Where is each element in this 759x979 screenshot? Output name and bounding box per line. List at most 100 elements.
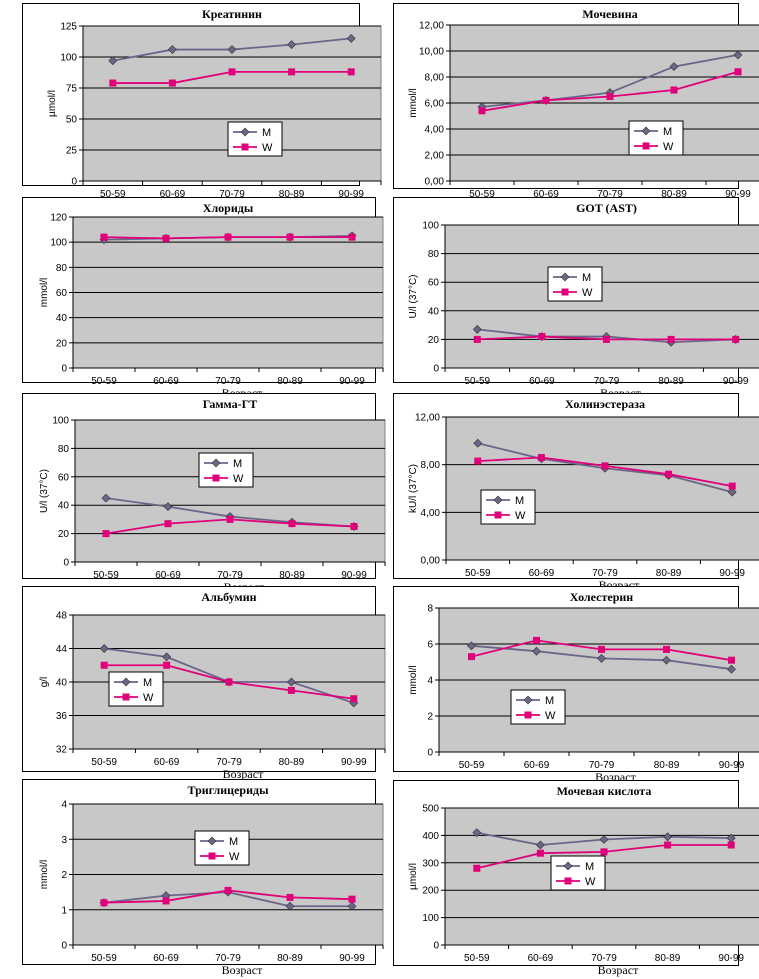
data-point-W	[226, 515, 234, 523]
y-tick-label: 4	[61, 800, 67, 811]
data-point-W	[601, 462, 609, 470]
x-tick-label: 50-59	[469, 189, 495, 200]
chart-panel-got: 0 20 40 60 80 100 50-59 60-69 70-79 80-89 90-99 GOT…	[393, 197, 759, 400]
x-tick-label: 90-99	[723, 376, 749, 387]
y-tick-label: 100	[60, 53, 77, 64]
y-tick-label: 32	[56, 745, 68, 756]
legend-label-M: M	[663, 126, 672, 138]
legend-label-M: M	[582, 272, 591, 284]
data-point-W	[533, 636, 540, 644]
x-tick-label: 70-79	[217, 570, 243, 581]
data-point-W	[478, 107, 486, 115]
x-axis-label: Возраст	[223, 767, 264, 781]
x-tick-label: 80-89	[277, 953, 303, 964]
x-tick-label: 50-59	[91, 757, 117, 768]
x-tick-label: 50-59	[91, 953, 117, 964]
x-tick-label: 80-89	[656, 568, 682, 579]
chart-title: Гамма-ГТ	[203, 397, 257, 411]
y-tick-label: 500	[422, 804, 439, 815]
chart-panel-uric-acid: 0 100 200 300 400 500 50-59 60-69 70-79 80-89 90-9…	[393, 780, 759, 977]
x-tick-label: 70-79	[589, 760, 615, 771]
chart-title: Креатинин	[202, 7, 262, 21]
x-tick-label: 60-69	[524, 760, 550, 771]
chart-title: Мочевина	[582, 7, 637, 21]
y-tick-label: 60	[56, 288, 68, 299]
legend: MW	[510, 689, 566, 725]
data-point-W	[164, 520, 172, 528]
legend-label-M: M	[233, 458, 242, 470]
data-point-W	[224, 886, 232, 894]
x-tick-label: 90-99	[719, 568, 745, 579]
data-point-W	[350, 523, 358, 530]
data-point-M	[101, 493, 111, 503]
chart-title: Хлориды	[203, 201, 254, 215]
y-tick-label: 125	[60, 22, 77, 33]
legend: MW	[550, 855, 606, 891]
legend-marker-M	[523, 695, 533, 705]
y-tick-label: 40	[56, 678, 68, 689]
x-tick-label: 70-79	[591, 953, 617, 964]
data-point-M	[599, 835, 609, 844]
x-tick-label: 60-69	[155, 570, 181, 581]
x-tick-label: 80-89	[279, 757, 305, 768]
chart-svg: 0 20 40 60 80 100 50-59 60-69 70-79 80-89 90-99 Гам…	[39, 397, 386, 594]
data-point-W	[598, 645, 605, 653]
plot-area	[445, 416, 759, 561]
chart-panel-albumin: 32 36 40 44 48 50-59 60-69 70-79 80-89 90-99 Альбу…	[22, 586, 386, 781]
legend-label-M: M	[545, 695, 554, 707]
x-tick-label: 60-69	[154, 757, 180, 768]
y-tick-label: 1	[61, 905, 67, 916]
data-point-W	[538, 333, 546, 341]
y-tick-label: 8,00	[425, 73, 445, 84]
legend: MW	[108, 671, 164, 707]
legend-label-W: W	[545, 710, 556, 722]
data-point-M	[286, 677, 296, 687]
y-tick-label: 300	[422, 858, 439, 869]
x-tick-label: 70-79	[216, 757, 242, 768]
y-axis-label: mmol/l	[39, 860, 50, 889]
legend-box	[480, 489, 536, 525]
y-tick-label: 25	[66, 146, 78, 157]
chart-title: Триглицериды	[188, 783, 270, 797]
legend-box	[550, 855, 606, 891]
y-tick-label: 2,00	[425, 151, 445, 162]
y-tick-label: 40	[56, 313, 68, 324]
y-tick-label: 2	[427, 712, 433, 723]
data-point-W	[163, 661, 171, 669]
legend-marker-W	[241, 143, 249, 151]
legend: MW	[628, 120, 684, 156]
y-tick-label: 20	[58, 529, 70, 540]
y-axis-label: mmol/l	[408, 665, 419, 694]
y-tick-label: 3	[61, 835, 67, 846]
data-point-W	[473, 864, 481, 872]
legend: MW	[480, 489, 536, 525]
chart-title: GOT (AST)	[576, 201, 637, 215]
data-point-W	[670, 86, 678, 94]
chart-panel-ggt: 0 20 40 60 80 100 50-59 60-69 70-79 80-89 90-99 Гам…	[22, 393, 386, 594]
data-point-W	[348, 895, 356, 903]
x-tick-label: 60-69	[153, 376, 179, 387]
data-point-W	[468, 653, 475, 661]
y-axis-label: g/l	[39, 677, 50, 688]
x-tick-label: 90-99	[718, 953, 744, 964]
y-axis-label: kU/l (37°C)	[408, 464, 419, 513]
x-tick-label: 90-99	[725, 189, 751, 200]
chart-svg: 0,00 4,00 8,00 12,00 50-59 60-69 70-79 80-89 90-…	[408, 397, 759, 592]
chart-panel-cholesterol: 0 2 4 6 8 50-59 60-69 70-79 80-89 90-99 Холестерин…	[393, 586, 759, 784]
x-tick-label: 60-69	[160, 189, 186, 200]
y-tick-label: 60	[428, 278, 440, 289]
data-point-M	[227, 45, 237, 54]
x-tick-label: 80-89	[655, 953, 681, 964]
legend-label-M: M	[585, 861, 594, 873]
y-tick-label: 6	[427, 640, 433, 651]
legend-marker-M	[493, 495, 503, 505]
y-axis-label: µmol/l	[47, 90, 58, 117]
data-point-W	[100, 233, 108, 241]
data-point-W	[606, 93, 614, 100]
x-tick-label: 70-79	[215, 953, 241, 964]
legend-marker-W	[561, 288, 569, 296]
y-axis-label: U/l (37°C)	[39, 469, 50, 513]
y-tick-label: 400	[422, 831, 439, 842]
data-point-W	[224, 233, 232, 241]
legend-marker-W	[212, 474, 220, 482]
